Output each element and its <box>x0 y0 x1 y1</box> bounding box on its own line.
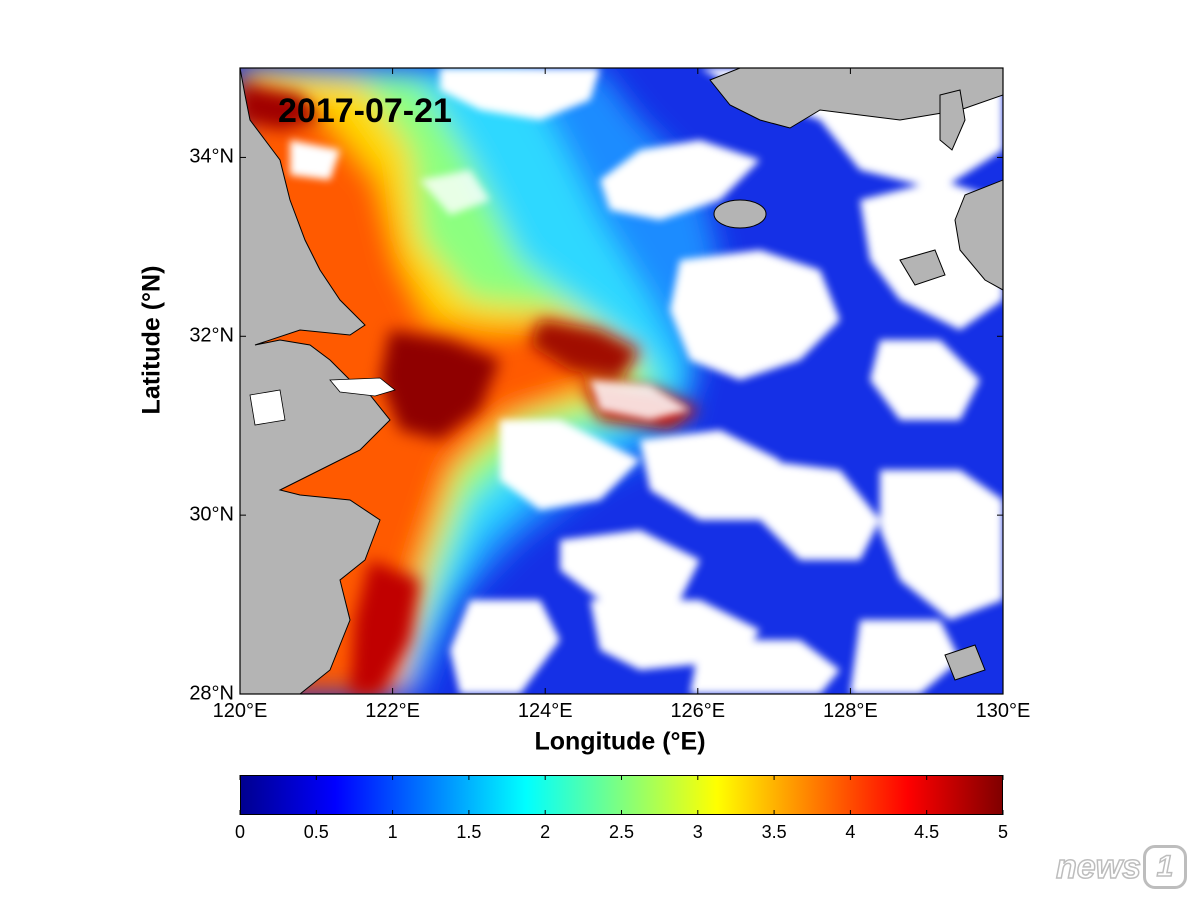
y-tick-label: 28°N <box>189 682 234 705</box>
colorbar-tick-label: 1.5 <box>456 822 482 842</box>
colorbar <box>240 775 1003 815</box>
kyushu-landmass <box>954 179 1003 291</box>
colorbar-gradient <box>240 775 1003 815</box>
goto-islands <box>899 249 946 286</box>
x-tick-label: 120°E <box>212 700 268 722</box>
axis-ticks <box>239 68 1004 695</box>
y-axis-title: Latitude (°N) <box>137 265 166 415</box>
colorbar-tick-label: 1 <box>387 822 398 842</box>
date-label: 2017-07-21 <box>278 92 452 130</box>
news1-watermark: news 1 <box>1055 845 1187 889</box>
x-tick-label: 124°E <box>517 700 573 722</box>
x-tick-label: 128°E <box>823 700 878 722</box>
colorbar-tick-label: 2 <box>540 822 551 842</box>
high-concentration-core <box>240 85 700 694</box>
korea-landmass <box>709 68 1003 129</box>
colorbar-tick-label: 2.5 <box>608 822 635 842</box>
jeju-island <box>713 199 767 229</box>
tsushima-island <box>939 89 966 151</box>
map-image <box>240 68 1003 694</box>
colorbar-tick-label: 4 <box>845 822 856 842</box>
y-tick-label: 32°N <box>189 324 234 347</box>
y-tick-label: 34°N <box>189 145 234 168</box>
watermark-text: news <box>1055 847 1142 887</box>
x-tick-label: 126°E <box>670 700 726 722</box>
river-estuary <box>329 377 396 397</box>
colorbar-tick-label: 4.5 <box>914 822 940 842</box>
colorbar-tick-label: 5 <box>997 822 1009 842</box>
x-tick-label: 130°E <box>975 700 1031 722</box>
colorbar-tick-label: 3 <box>692 822 703 842</box>
inland-lake <box>249 389 286 426</box>
watermark-badge: 1 <box>1143 845 1187 889</box>
colorbar-tick-label: 0 <box>234 822 246 842</box>
colorbar-tick-label: 3.5 <box>761 822 787 842</box>
y-tick-label: 30°N <box>189 503 234 526</box>
southern-island <box>944 644 986 681</box>
colorbar-tick-label: 0.5 <box>303 822 329 842</box>
plot-frame <box>239 67 1004 695</box>
x-axis-title: Longitude (°E) <box>534 727 706 756</box>
x-tick-label: 122°E <box>365 700 420 722</box>
